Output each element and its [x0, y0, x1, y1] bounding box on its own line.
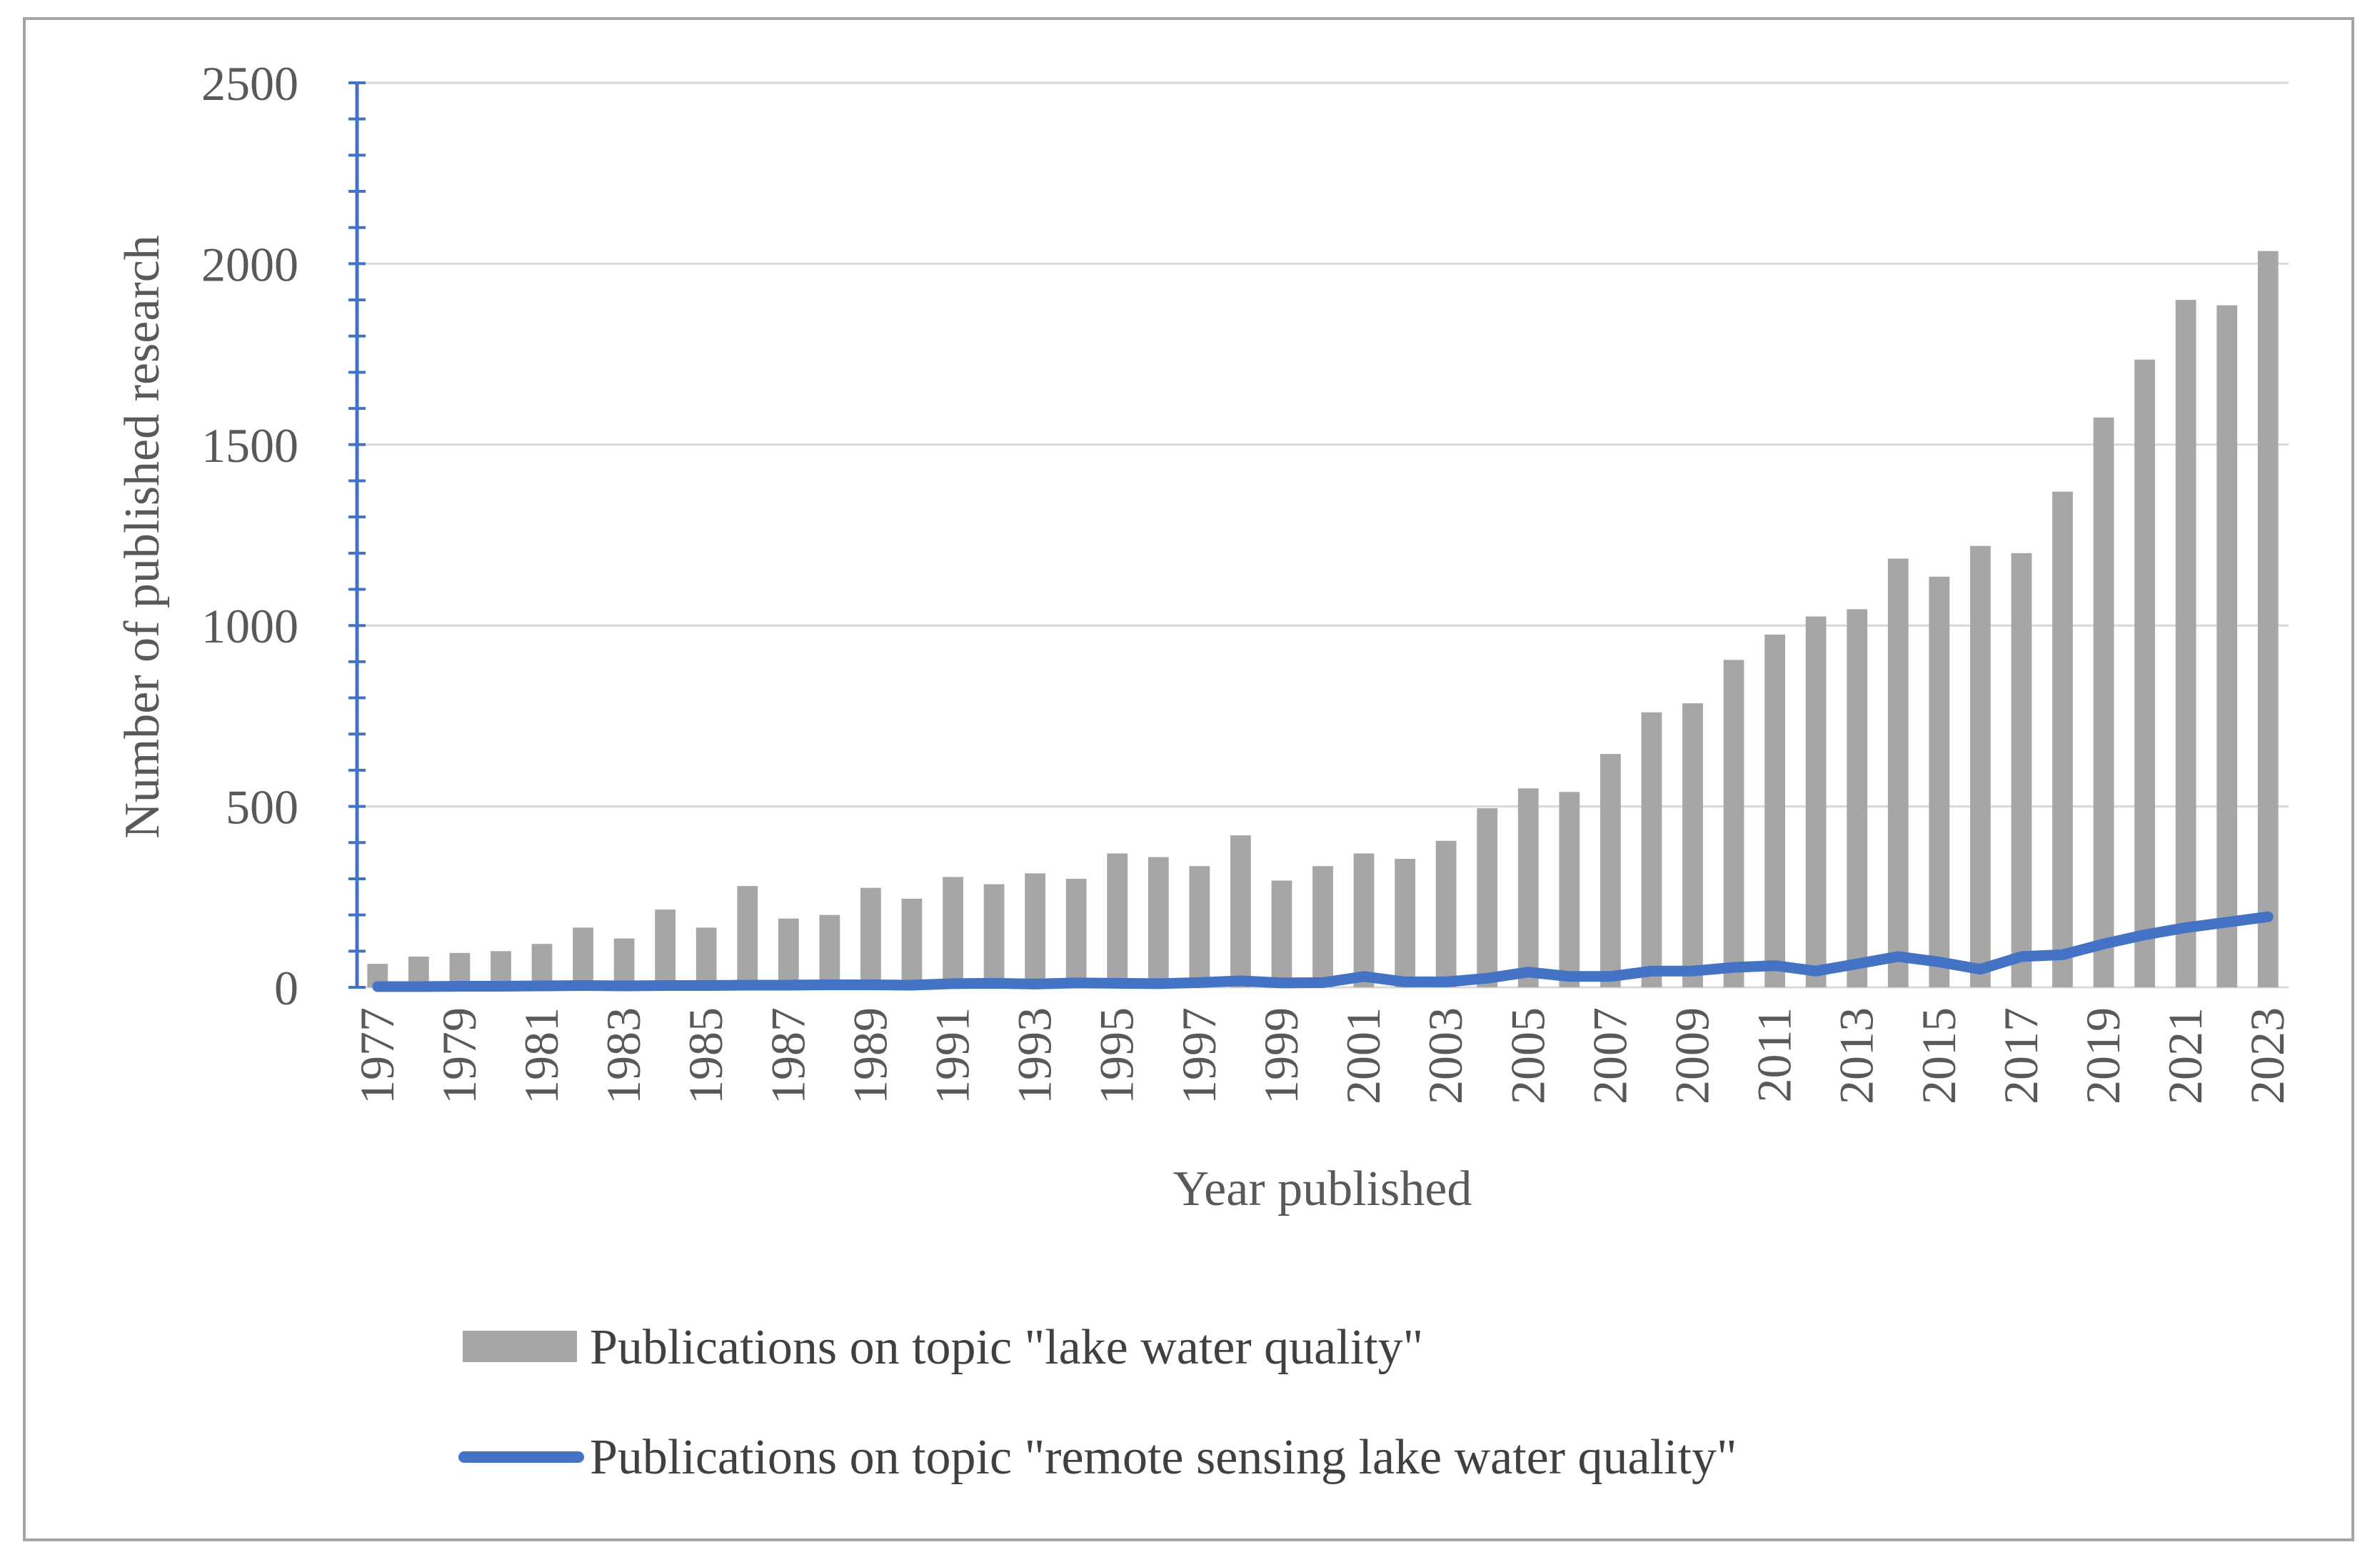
bar-2013 — [1847, 609, 1868, 987]
bar-2018 — [2052, 491, 2073, 987]
y-tick-label: 1000 — [201, 599, 298, 653]
x-tick-label: 1977 — [350, 1007, 404, 1104]
x-tick-label: 2021 — [2158, 1007, 2212, 1104]
y-axis — [348, 81, 366, 989]
x-tick-label: 1993 — [1008, 1007, 1062, 1104]
y-tick-labels: 0 500 1000 1500 2000 2500 — [201, 56, 298, 1015]
bar-2009 — [1682, 703, 1703, 987]
bar-2004 — [1477, 808, 1498, 987]
bar-2017 — [2011, 553, 2032, 987]
bar-1999 — [1271, 880, 1292, 987]
bar-1991 — [943, 877, 963, 987]
x-tick-label: 2003 — [1418, 1007, 1472, 1104]
x-tick-label: 2023 — [2240, 1007, 2294, 1104]
bar-2000 — [1312, 866, 1333, 987]
y-tick-label: 0 — [274, 961, 298, 1015]
bar-1990 — [901, 898, 923, 987]
x-tick-label: 2013 — [1829, 1007, 1884, 1104]
bar-2006 — [1559, 792, 1580, 987]
x-tick-label: 2007 — [1582, 1007, 1637, 1104]
legend-label-line: Publications on topic "remote sensing la… — [590, 1430, 1737, 1485]
bar-1997 — [1189, 866, 1210, 987]
x-tick-label: 2019 — [2076, 1007, 2130, 1104]
bar-series — [367, 251, 2279, 988]
legend: Publications on topic "lake water qualit… — [458, 1320, 1737, 1485]
bar-2003 — [1435, 840, 1457, 987]
y-tick-label: 2000 — [201, 237, 298, 291]
bar-2001 — [1353, 853, 1375, 987]
bar-1988 — [819, 914, 840, 987]
x-tick-label: 2017 — [1994, 1007, 2048, 1104]
x-tick-labels: 1977 1979 1981 1983 1985 1987 1989 1991 1993 1995… — [350, 1007, 2294, 1104]
y-tick-label: 1500 — [201, 418, 298, 473]
bar-1995 — [1107, 853, 1128, 987]
bar-2011 — [1764, 634, 1785, 987]
y-tick-label: 2500 — [201, 56, 298, 111]
x-tick-label: 1979 — [432, 1007, 486, 1104]
bar-1994 — [1065, 878, 1087, 987]
x-tick-label: 2009 — [1665, 1007, 1719, 1104]
bar-1992 — [983, 884, 1005, 987]
x-tick-label: 2011 — [1747, 1007, 1802, 1102]
bar-1985 — [696, 927, 717, 987]
bar-2005 — [1517, 788, 1539, 987]
x-axis-title: Year published — [1173, 1162, 1472, 1216]
x-tick-label: 1985 — [678, 1007, 733, 1104]
bar-2014 — [1887, 558, 1909, 987]
bar-1982 — [573, 927, 593, 987]
bar-1986 — [737, 886, 758, 987]
bar-2012 — [1805, 616, 1827, 987]
bar-2015 — [1929, 576, 1950, 987]
bar-1983 — [613, 938, 635, 987]
bar-1996 — [1148, 857, 1169, 987]
y-tick-label: 500 — [226, 780, 298, 835]
x-tick-label: 1981 — [514, 1007, 568, 1104]
x-tick-label: 1991 — [925, 1007, 980, 1104]
x-tick-label: 1997 — [1172, 1007, 1226, 1104]
bar-2016 — [1969, 545, 1991, 987]
x-tick-label: 1999 — [1254, 1007, 1308, 1104]
legend-bar-swatch — [463, 1331, 577, 1362]
x-tick-label: 1983 — [596, 1007, 651, 1104]
bar-1981 — [531, 944, 553, 987]
x-tick-label: 1989 — [843, 1007, 897, 1104]
gridlines — [357, 81, 2289, 989]
bar-1993 — [1025, 873, 1046, 987]
bar-2007 — [1600, 754, 1621, 987]
bar-1998 — [1230, 835, 1251, 987]
bar-2010 — [1723, 660, 1744, 987]
bar-2019 — [2093, 417, 2114, 987]
bar-1987 — [778, 918, 799, 987]
bar-1989 — [860, 887, 881, 987]
bar-2020 — [2134, 359, 2155, 987]
line-series-remote-sensing — [372, 911, 2274, 992]
chart-frame — [23, 17, 2354, 1541]
legend-label-bars: Publications on topic "lake water qualit… — [590, 1320, 1423, 1375]
x-tick-label: 2015 — [1912, 1007, 1966, 1104]
bar-2021 — [2175, 300, 2196, 988]
bar-2022 — [2216, 305, 2238, 987]
bar-2023 — [2257, 251, 2279, 987]
bar-2002 — [1395, 859, 1415, 987]
x-tick-label: 1995 — [1090, 1007, 1144, 1104]
x-tick-label: 2001 — [1336, 1007, 1390, 1104]
y-axis-title: Number of published research — [115, 235, 170, 839]
bar-1984 — [655, 910, 676, 987]
x-tick-label: 2005 — [1500, 1007, 1555, 1104]
bar-2008 — [1641, 712, 1662, 987]
x-tick-label: 1987 — [760, 1007, 815, 1104]
